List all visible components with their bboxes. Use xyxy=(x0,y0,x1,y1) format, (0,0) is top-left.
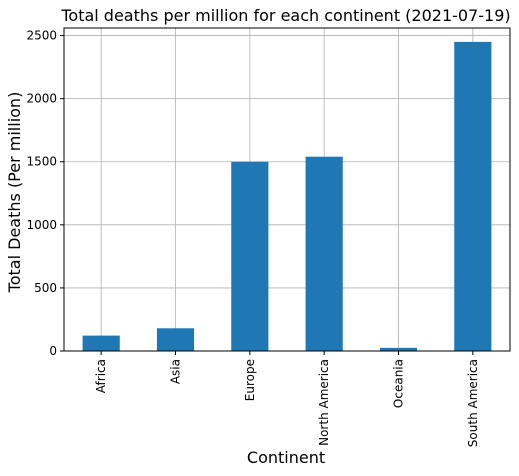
x-tick-label: Africa xyxy=(94,359,108,393)
y-tick-label: 1000 xyxy=(26,218,57,232)
chart-title: Total deaths per million for each contin… xyxy=(60,6,510,25)
bar-asia xyxy=(156,328,195,351)
bar-south-america xyxy=(454,41,492,351)
y-axis-ticks: 0 500 1000 1500 2000 2500 xyxy=(26,29,64,358)
x-tick-label: Oceania xyxy=(392,359,406,408)
y-tick-label: 1500 xyxy=(26,155,57,169)
x-axis-label: Continent xyxy=(247,448,325,467)
bar-oceania xyxy=(379,347,418,351)
bars xyxy=(82,41,492,351)
x-tick-label: South America xyxy=(466,359,480,447)
y-tick-label: 500 xyxy=(34,281,57,295)
bar-europe xyxy=(231,161,269,351)
gridlines xyxy=(64,28,510,352)
y-tick-label: 0 xyxy=(49,344,57,358)
y-tick-label: 2500 xyxy=(26,29,57,43)
y-tick-label: 2000 xyxy=(26,92,57,106)
bar-north-america xyxy=(305,156,343,351)
x-axis-ticks: Africa Asia Europe North America Oceania Sout… xyxy=(94,351,480,447)
x-tick-label: Europe xyxy=(243,359,257,401)
plot-frame xyxy=(63,27,511,352)
x-tick-label: Asia xyxy=(169,359,183,384)
bar-africa xyxy=(82,335,120,351)
y-axis-label: Total Deaths (Per million) xyxy=(5,92,24,294)
x-tick-label: North America xyxy=(317,359,331,446)
